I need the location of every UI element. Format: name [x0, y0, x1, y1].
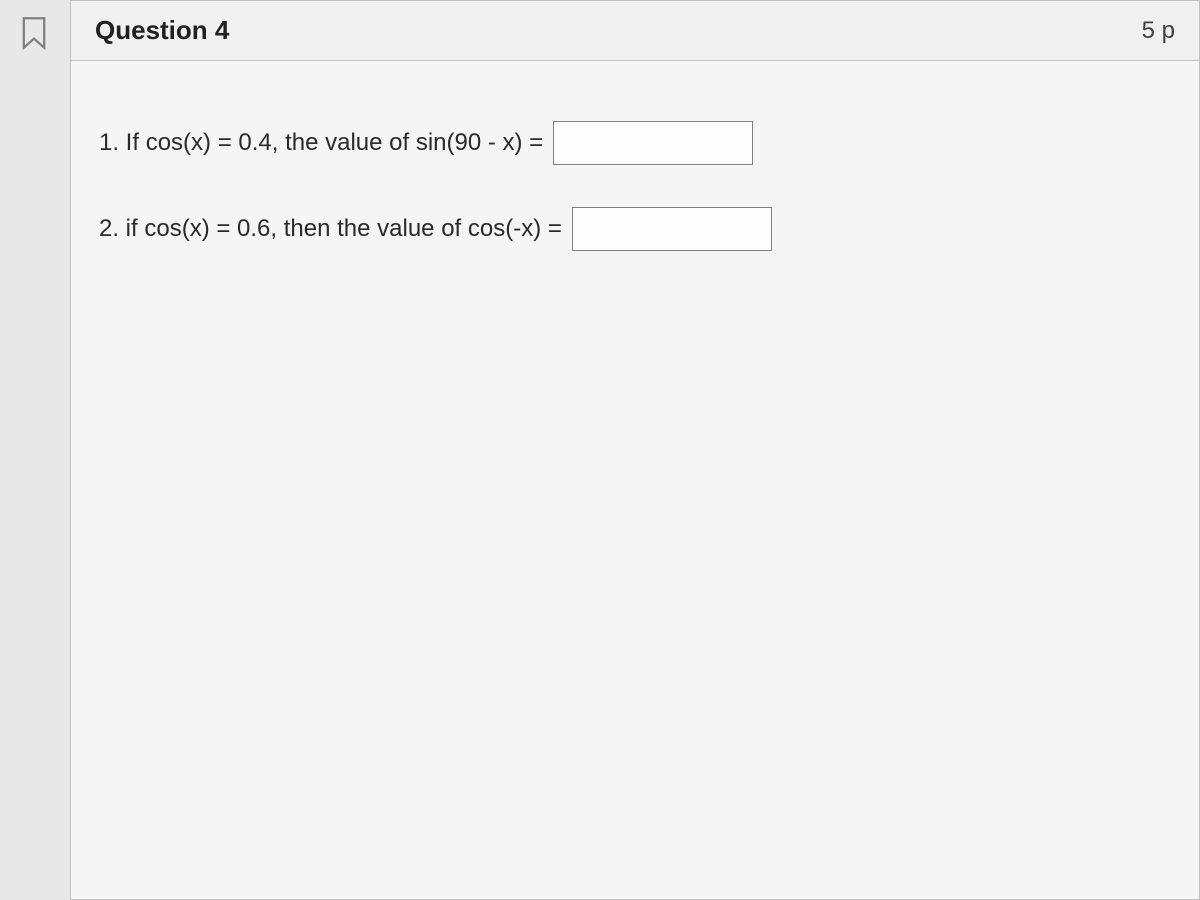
question-header: Question 4 5 p	[71, 1, 1199, 61]
question-title: Question 4	[95, 15, 229, 46]
question-prompt-1: 1. If cos(x) = 0.4, the value of sin(90 …	[99, 129, 543, 157]
bookmark-icon[interactable]	[20, 16, 48, 50]
points-label: 5 p	[1142, 17, 1175, 45]
question-item-1: 1. If cos(x) = 0.4, the value of sin(90 …	[99, 121, 1171, 165]
answer-input-2[interactable]	[572, 207, 772, 251]
question-card: Question 4 5 p 1. If cos(x) = 0.4, the v…	[70, 0, 1200, 900]
question-body: 1. If cos(x) = 0.4, the value of sin(90 …	[71, 61, 1199, 333]
question-prompt-2: 2. if cos(x) = 0.6, then the value of co…	[99, 215, 562, 243]
question-item-2: 2. if cos(x) = 0.6, then the value of co…	[99, 207, 1171, 251]
answer-input-1[interactable]	[553, 121, 753, 165]
